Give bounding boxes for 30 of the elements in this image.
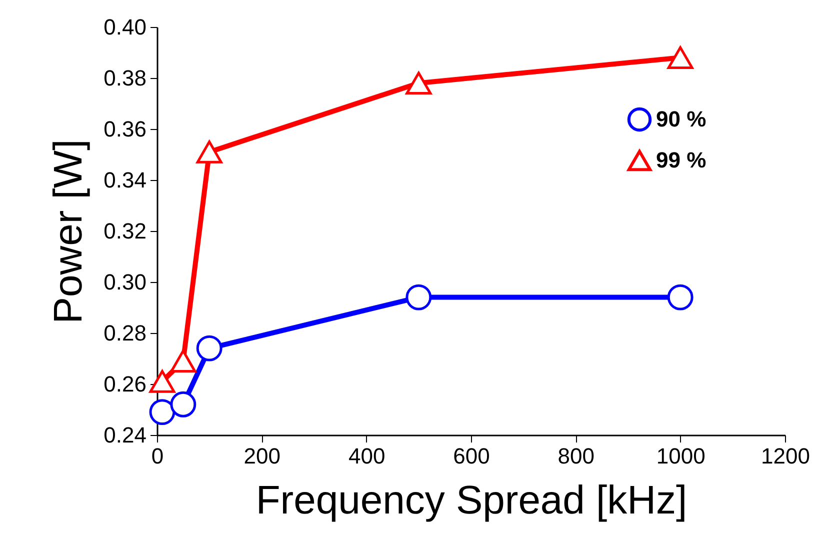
point <box>170 350 196 372</box>
y-axis-title: Power [W] <box>46 139 91 324</box>
y-tick-label: 0.34 <box>104 168 146 192</box>
x-tick-label: 600 <box>453 444 490 468</box>
point <box>149 399 176 426</box>
y-tick-label: 0.38 <box>104 66 146 90</box>
point <box>170 391 196 418</box>
point <box>196 140 222 164</box>
y-tick-label: 0.36 <box>104 116 146 142</box>
x-axis-title: Frequency Spread [kHz] <box>256 478 688 522</box>
x-tick-label: 0 <box>151 444 164 468</box>
x-tick-label: 800 <box>558 444 595 468</box>
point <box>667 46 694 70</box>
x-tick-label: 200 <box>244 444 281 468</box>
y-tick-label: 0.30 <box>104 270 146 294</box>
x-tick-label: 400 <box>348 444 386 468</box>
x-tick-label: 1000 <box>656 444 706 468</box>
point <box>149 370 176 393</box>
y-tick-label: 0.26 <box>104 372 146 396</box>
y-tick-label: 0.32 <box>104 218 146 244</box>
point <box>406 284 432 310</box>
point <box>667 284 694 310</box>
x-tick-label: 1200 <box>761 444 810 468</box>
y-tick-label: 0.28 <box>104 320 146 346</box>
y-tick-label: 0.24 <box>104 422 146 448</box>
point <box>406 72 432 95</box>
legend-label: 99 % <box>656 148 706 172</box>
y-tick-label: 0.40 <box>104 14 146 40</box>
legend-label: 90 % <box>656 106 706 132</box>
point <box>196 335 222 362</box>
